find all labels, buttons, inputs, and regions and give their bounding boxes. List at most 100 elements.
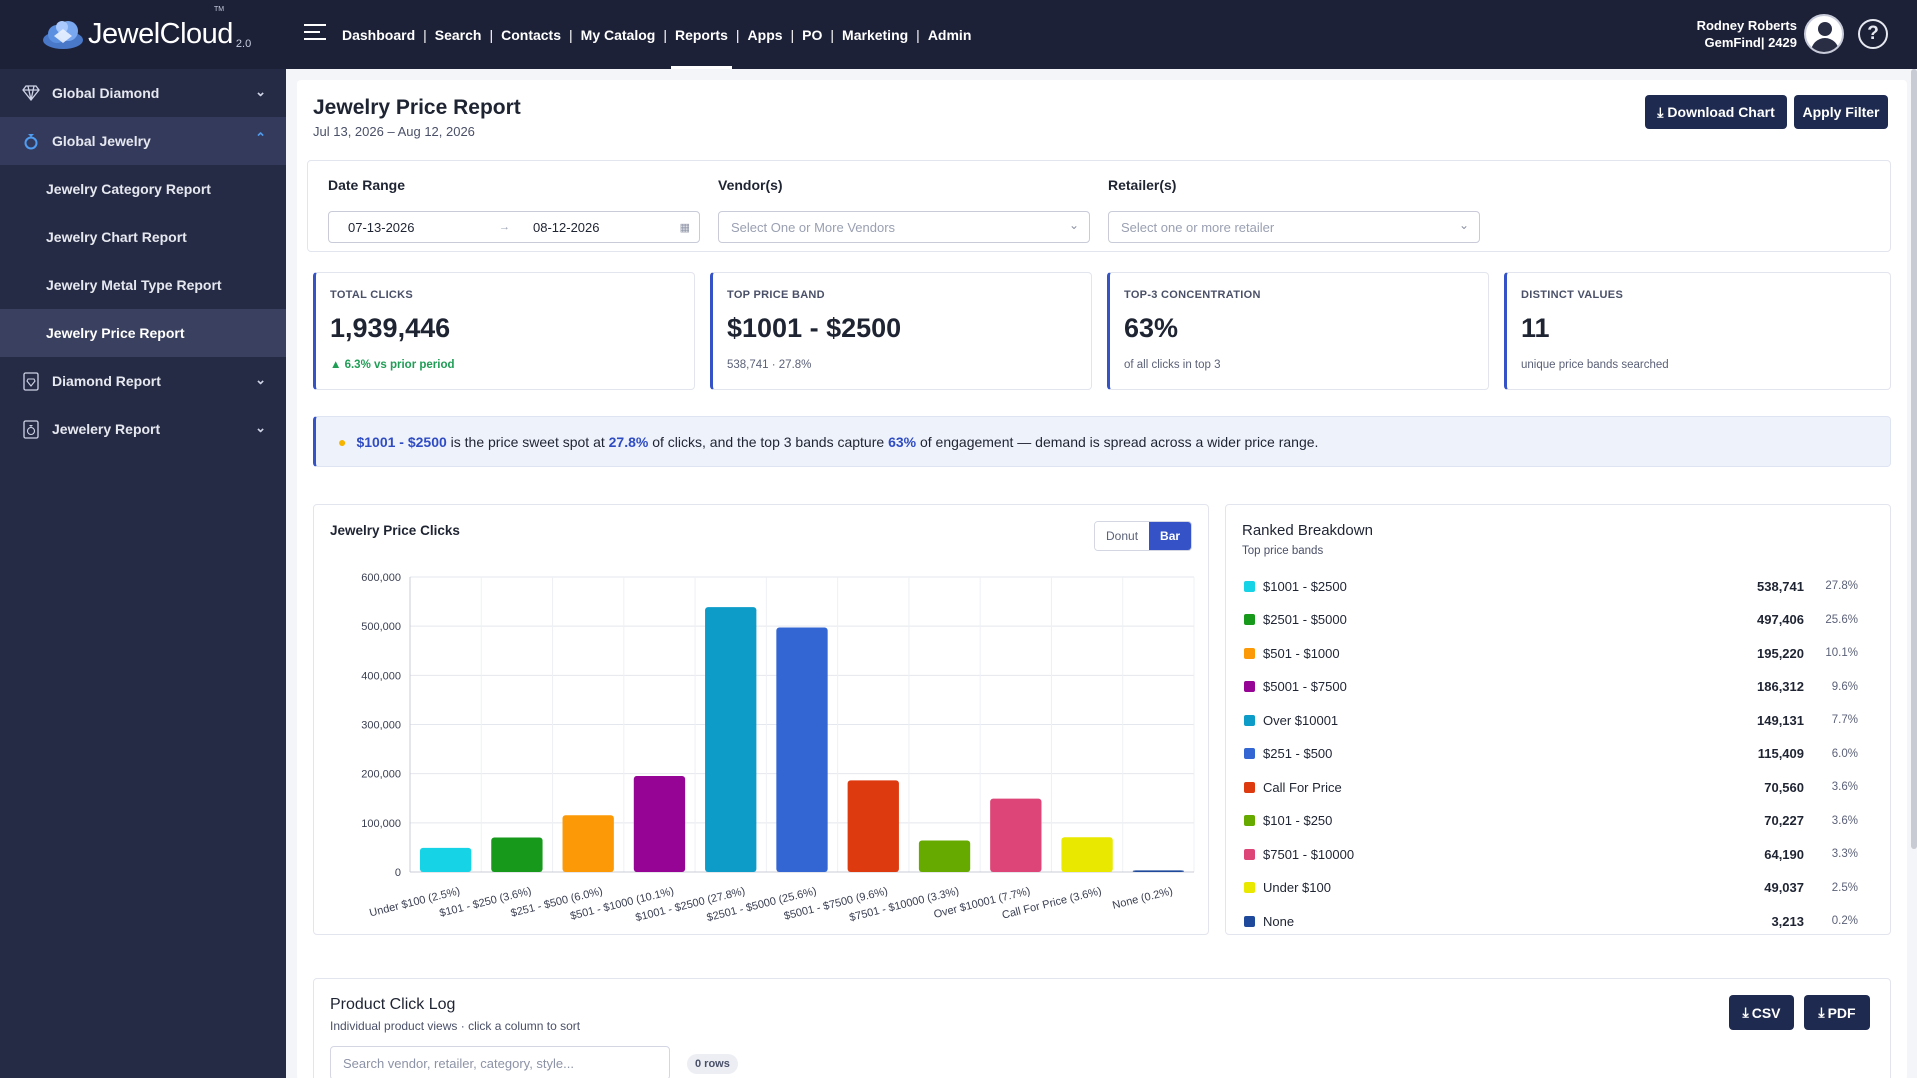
bar [633,776,686,872]
band-value: 115,409 [1757,746,1804,761]
vendor-select[interactable]: Select One or More Vendors ⌄ [718,211,1090,243]
sidebar-item-jewelry-chart-report[interactable]: Jewelry Chart Report [46,229,187,245]
band-value: 70,560 [1764,779,1804,795]
color-swatch [1244,681,1255,692]
kpi-top-price-band: TOP PRICE BAND $1001 - $2500 538,741 · 2… [710,272,1092,390]
date-range-subtitle: Jul 13, 2026 – Aug 12, 2026 [313,124,475,139]
jewelcloud-logo[interactable]: JewelCloud 2.0 [40,14,251,54]
apply-filter-button[interactable]: Apply Filter [1794,95,1888,129]
list-item: Over $10001 149,131 7.7% [1244,710,1874,730]
bar [847,780,899,872]
filter-panel: Date Range 07-13-2026 → 08-12-2026 ▦ Ven… [307,160,1891,252]
y-tick-label: 200,000 [361,769,401,781]
nav-apps[interactable]: Apps [747,26,783,43]
nav-marketing[interactable]: Marketing [842,26,909,43]
list-item: $101 - $250 70,227 3.6% [1244,811,1874,831]
bar [990,798,1042,872]
color-swatch [1244,915,1255,927]
brand-version: 2.0 [235,38,252,50]
date-arrow-icon: → [499,221,510,233]
csv-export-button[interactable]: ⤓ CSV [1729,995,1794,1030]
nav-dashboard[interactable]: Dashboard [342,26,416,43]
band-name: $2501 - $5000 [1263,612,1347,627]
band-name: Under $100 [1263,880,1331,895]
log-search-input[interactable]: Search vendor, retailer, category, style… [330,1046,670,1078]
color-swatch [1244,714,1255,726]
log-subtitle: Individual product views · click a colum… [330,1019,581,1033]
sidebar: Global Diamond ⌄ Global Jewelry ⌃ Jewelr… [0,69,286,1078]
avatar[interactable] [1804,14,1844,54]
band-value: 149,131 [1757,712,1804,728]
nav-search[interactable]: Search [434,26,482,43]
pdf-export-button[interactable]: ⤓ PDF [1804,995,1870,1030]
ranked-subtitle: Top price bands [1242,545,1324,557]
download-icon: ⤓ [1657,103,1664,120]
color-swatch [1244,580,1255,592]
nav-contacts[interactable]: Contacts [501,26,562,43]
band-percent: 6.0% [1831,747,1858,760]
bar [562,815,614,872]
toggle-bar[interactable]: Bar [1149,522,1192,550]
sidebar-item-diamond-report[interactable]: Diamond Report ⌄ [0,357,286,405]
band-percent: 0.2% [1831,915,1858,927]
ranked-title: Ranked Breakdown [1242,522,1373,539]
date-to[interactable]: 08-12-2026 [533,219,600,235]
download-chart-button[interactable]: ⤓ Download Chart [1645,95,1787,129]
date-range-label: Date Range [328,177,406,193]
nav-my-catalog[interactable]: My Catalog [580,26,656,43]
list-item: Under $100 49,037 2.5% [1244,878,1874,898]
main-content: Jewelry Price Report Jul 13, 2026 – Aug … [297,80,1907,1078]
price-clicks-bar-chart: 0 100,000 200,000 300,000 400,000 500,000 600,… [361,572,1195,924]
lightbulb-icon: ● [338,433,347,450]
sidebar-item-jewelry-metal-type-report[interactable]: Jewelry Metal Type Report [46,277,222,293]
x-tick-label: None (0.2%) [1111,885,1174,912]
band-percent: 27.8% [1825,580,1858,592]
sidebar-item-global-diamond[interactable]: Global Diamond ⌄ [0,69,286,117]
retailer-select[interactable]: Select one or more retailer ⌄ [1108,211,1480,243]
date-range-picker[interactable]: 07-13-2026 → 08-12-2026 ▦ [328,211,700,243]
list-item: $2501 - $5000 497,406 25.6% [1244,610,1874,630]
list-item: $251 - $500 115,409 6.0% [1244,744,1874,764]
sidebar-item-jewelery-report[interactable]: Jewelery Report ⌄ [0,405,286,453]
color-swatch [1244,647,1255,659]
log-title: Product Click Log [330,996,456,1013]
bar [419,847,472,872]
chevron-down-icon: ⌄ [1068,218,1079,232]
nav-admin[interactable]: Admin [927,26,972,43]
color-swatch [1244,848,1255,860]
y-tick-label: 0 [395,867,401,879]
download-icon: ⤓ [1742,1004,1749,1020]
y-tick-label: 400,000 [361,670,401,682]
help-icon[interactable]: ? [1858,19,1888,49]
nav-po[interactable]: PO [802,26,823,43]
diamond-report-icon [22,371,40,391]
page-title: Jewelry Price Report [313,96,521,119]
user-name: Rodney Roberts [1696,18,1797,33]
kpi-distinct-values: DISTINCT VALUES 11 unique price bands se… [1504,272,1891,390]
list-item: $501 - $1000 195,220 10.1% [1244,643,1874,663]
band-name: Over $10001 [1263,712,1339,728]
calendar-icon: ▦ [679,221,690,234]
page-scrollbar[interactable] [1911,69,1917,849]
band-name: $501 - $1000 [1263,645,1340,661]
chart-card: Jewelry Price Clicks Donut Bar 0 100,000 2… [313,504,1209,935]
nav-reports[interactable]: Reports [669,0,734,69]
sidebar-item-jewelry-category-report[interactable]: Jewelry Category Report [46,181,211,197]
toggle-donut[interactable]: Donut [1095,522,1150,550]
user-info[interactable]: Rodney Roberts GemFind| 2429 [1697,17,1797,51]
product-click-log-card: Product Click Log Individual product vie… [313,978,1891,1078]
band-percent: 25.6% [1825,613,1858,626]
color-swatch [1244,882,1255,893]
menu-toggle-icon[interactable] [304,24,326,44]
cloud-logo-icon [43,21,83,49]
band-name: Call For Price [1263,779,1342,795]
color-swatch [1244,614,1255,625]
band-value: 186,312 [1757,679,1804,694]
diamond-icon [22,84,40,102]
date-from[interactable]: 07-13-2026 [348,219,415,235]
band-name: $1001 - $2500 [1263,578,1347,594]
sidebar-item-jewelry-price-report[interactable]: Jewelry Price Report [0,309,286,357]
sidebar-item-global-jewelry[interactable]: Global Jewelry ⌃ [0,117,286,165]
chart-title: Jewelry Price Clicks [330,523,460,538]
band-name: $101 - $250 [1263,813,1333,828]
